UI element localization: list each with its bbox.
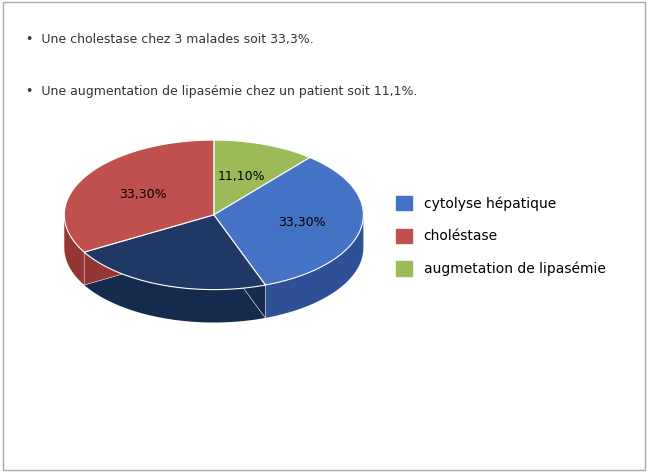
Polygon shape [84, 215, 214, 285]
Text: 33,30%: 33,30% [279, 216, 326, 229]
Polygon shape [84, 215, 214, 285]
Polygon shape [266, 215, 364, 318]
Text: •  Une cholestase chez 3 malades soit 33,3%.: • Une cholestase chez 3 malades soit 33,… [26, 33, 314, 46]
Text: 11,10%: 11,10% [218, 169, 266, 183]
Text: 33,30%: 33,30% [119, 188, 167, 201]
Polygon shape [214, 140, 310, 215]
Legend: cytolyse hépatique, choléstase, augmetation de lipasémie: cytolyse hépatique, choléstase, augmetat… [396, 196, 605, 276]
Polygon shape [84, 215, 266, 290]
Text: •  Une augmentation de lipasémie chez un patient soit 11,1%.: • Une augmentation de lipasémie chez un … [26, 85, 417, 98]
Polygon shape [64, 215, 84, 285]
Polygon shape [214, 158, 364, 285]
Polygon shape [64, 140, 214, 252]
Polygon shape [214, 215, 266, 318]
Polygon shape [214, 215, 266, 318]
Polygon shape [84, 252, 266, 322]
